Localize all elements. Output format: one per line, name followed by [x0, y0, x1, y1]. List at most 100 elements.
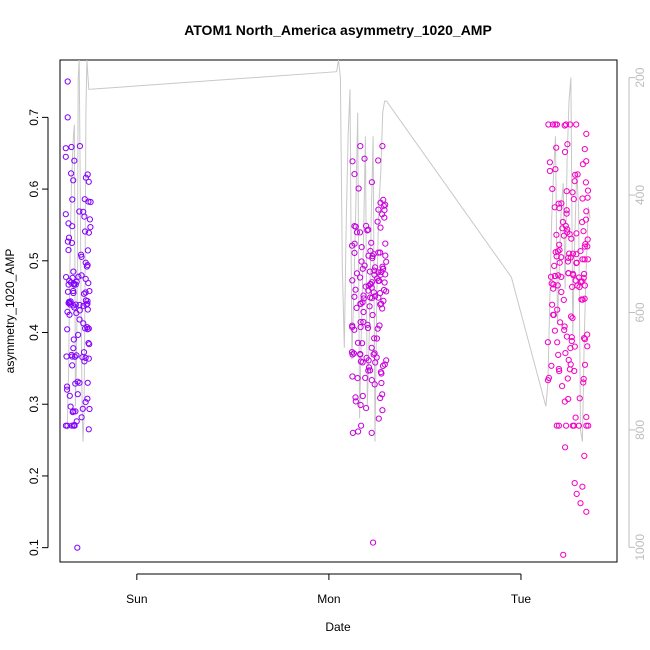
data-point [558, 254, 565, 261]
y-tick-label: 0.4 [27, 324, 41, 341]
data-point [550, 311, 557, 318]
data-point [583, 158, 590, 165]
data-point [376, 277, 383, 284]
x-tick-label: Mon [317, 592, 340, 606]
data-point [563, 210, 570, 217]
data-point [372, 359, 379, 366]
data-point [368, 344, 375, 351]
data-point [85, 355, 92, 362]
data-point [71, 157, 78, 164]
data-point [355, 185, 362, 192]
data-point [582, 216, 590, 223]
data-point [82, 354, 89, 361]
data-point [573, 230, 580, 237]
data-point [583, 208, 590, 215]
data-point [66, 277, 73, 284]
data-point [569, 189, 576, 196]
data-point [380, 202, 387, 209]
data-point [70, 268, 77, 275]
data-point [81, 196, 88, 203]
data-point [359, 299, 366, 306]
data-point [564, 226, 571, 233]
data-point [64, 78, 71, 85]
data-point [74, 391, 81, 398]
data-point [571, 480, 578, 487]
data-point [372, 264, 379, 271]
data-point [563, 207, 570, 214]
data-point [87, 224, 94, 231]
data-point [76, 143, 84, 150]
data-point [564, 141, 571, 148]
data-point [557, 319, 564, 326]
data-point [368, 295, 375, 302]
y-axis-label: asymmetry_1020_AMP [3, 249, 17, 374]
data-point [568, 334, 575, 341]
data-point [561, 398, 568, 405]
data-point [377, 301, 384, 308]
data-point [352, 223, 359, 230]
data-point [561, 323, 568, 330]
y2-tick-label: 400 [633, 185, 647, 205]
data-point [349, 277, 356, 284]
data-point [558, 288, 565, 296]
data-point [83, 301, 90, 308]
data-point [555, 351, 562, 358]
data-point [79, 405, 86, 412]
data-point [573, 259, 580, 266]
data-point [65, 281, 72, 288]
data-point [362, 374, 369, 381]
data-point [571, 178, 578, 185]
data-point [354, 339, 362, 346]
data-point [579, 195, 586, 202]
data-point [576, 395, 583, 402]
data-point [82, 399, 89, 406]
data-point [564, 375, 571, 382]
data-point [86, 405, 93, 413]
data-point [551, 327, 559, 334]
data-point [365, 252, 372, 259]
data-point [82, 174, 90, 181]
data-point [76, 208, 83, 215]
data-point [572, 171, 579, 178]
data-point [554, 339, 561, 346]
data-point [352, 286, 359, 293]
data-point [65, 247, 72, 254]
data-point [360, 308, 367, 316]
data-point [361, 262, 368, 269]
data-point [583, 508, 590, 515]
data-point [76, 316, 83, 323]
data-point [357, 324, 364, 331]
data-point [553, 144, 560, 151]
data-point [570, 422, 578, 429]
data-point [555, 365, 563, 373]
data-point [359, 265, 366, 272]
data-point [584, 331, 591, 338]
data-point [65, 300, 72, 307]
x-axis: Sun Mon Tue [126, 573, 531, 606]
data-point [349, 373, 356, 380]
data-point [545, 121, 552, 128]
data-point [358, 422, 365, 429]
data-point [373, 335, 380, 342]
data-point [84, 171, 91, 178]
data-point [68, 239, 76, 246]
data-point [84, 300, 91, 307]
data-point [562, 121, 570, 128]
data-point [368, 429, 375, 436]
data-point [552, 121, 559, 128]
data-point [364, 324, 372, 332]
data-point [583, 130, 590, 137]
data-point [581, 256, 588, 263]
data-point [378, 370, 385, 377]
data-point [551, 273, 559, 280]
data-point [559, 218, 567, 226]
data-points [62, 78, 592, 558]
data-point [582, 241, 589, 248]
data-point [76, 307, 83, 314]
data-point [357, 401, 364, 409]
data-point [76, 301, 83, 309]
data-point [555, 200, 562, 207]
data-point [581, 452, 588, 459]
data-point [374, 325, 381, 332]
